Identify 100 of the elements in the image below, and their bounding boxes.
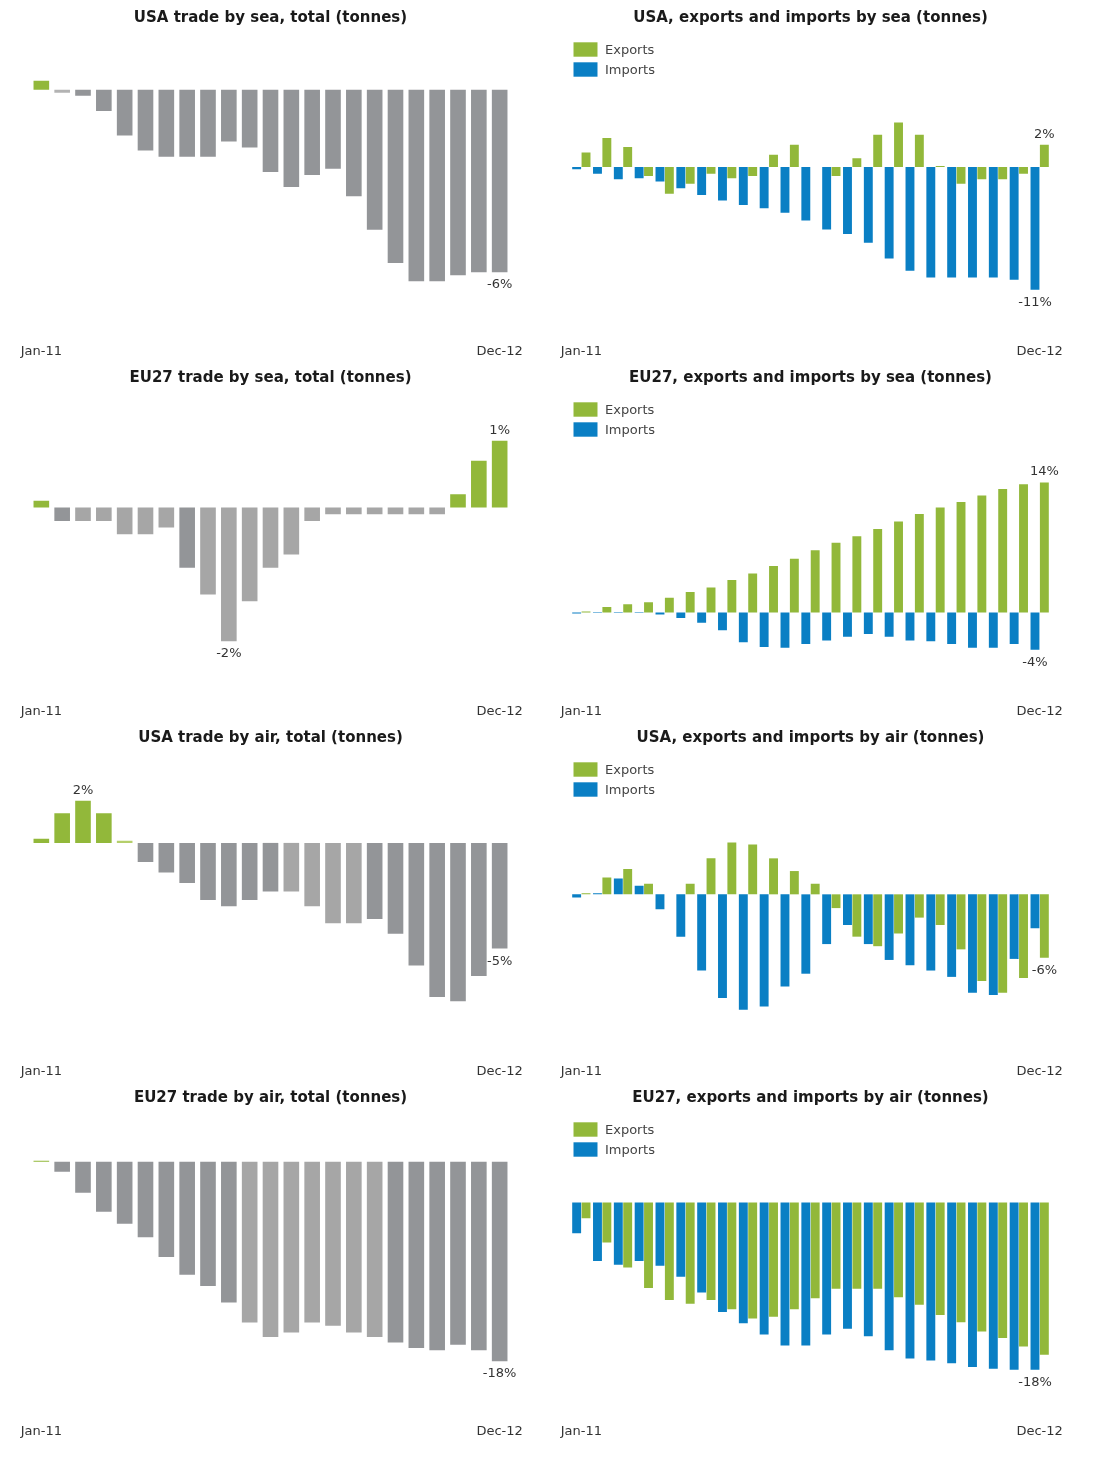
- bar: [843, 612, 852, 637]
- bar: [801, 612, 811, 645]
- bar: [884, 167, 894, 259]
- bar: [179, 507, 195, 568]
- bar: [748, 573, 758, 613]
- legend-label: Imports: [605, 1141, 655, 1157]
- bar: [968, 167, 977, 278]
- x-tick-label: Dec-12: [476, 702, 523, 718]
- bar: [769, 566, 778, 613]
- bar: [884, 894, 894, 960]
- bar: [852, 894, 862, 937]
- bar: [179, 842, 195, 884]
- data-label: -18%: [482, 1365, 517, 1381]
- bar: [810, 550, 820, 613]
- bar: [759, 612, 769, 647]
- data-label: -5%: [487, 952, 513, 968]
- chart-title: USA trade by sea, total (tonnes): [133, 7, 408, 26]
- bar: [676, 894, 686, 937]
- bar: [977, 894, 987, 982]
- bar: [408, 842, 425, 966]
- bar: [200, 842, 216, 900]
- bar: [262, 842, 279, 892]
- bar: [852, 158, 862, 168]
- bar: [304, 842, 320, 907]
- bar: [914, 894, 924, 918]
- bar: [623, 604, 633, 613]
- bar: [1039, 894, 1049, 958]
- bar: [822, 612, 832, 641]
- bar: [780, 167, 790, 213]
- bar: [158, 842, 175, 873]
- bar: [748, 844, 758, 895]
- bar: [623, 868, 633, 895]
- bar: [241, 507, 258, 602]
- bar: [54, 507, 70, 521]
- bar: [137, 842, 154, 862]
- bar: [873, 894, 883, 947]
- bar: [304, 507, 320, 521]
- x-tick-label: Dec-12: [1016, 1062, 1063, 1078]
- bar: [137, 507, 154, 535]
- bar: [1019, 894, 1028, 978]
- bar: [283, 842, 300, 892]
- legend-label: Exports: [605, 761, 655, 777]
- bar: [602, 877, 612, 895]
- data-label: -6%: [487, 276, 513, 292]
- bar: [33, 500, 50, 508]
- bar: [706, 167, 716, 174]
- bar: [1019, 484, 1028, 613]
- bar: [988, 167, 998, 278]
- bar: [429, 842, 445, 998]
- bar: [491, 842, 508, 949]
- x-tick-label: Dec-12: [476, 1062, 523, 1078]
- bar: [831, 542, 841, 613]
- bar: [491, 440, 508, 508]
- bar: [697, 612, 707, 623]
- bar: [748, 167, 758, 176]
- chart-title: EU27 trade by sea, total (tonnes): [129, 367, 412, 386]
- x-tick-label: Dec-12: [476, 1422, 523, 1438]
- bar: [998, 894, 1008, 993]
- bar: [873, 528, 883, 613]
- bar: [697, 894, 707, 971]
- x-tick-label: Jan-11: [19, 342, 62, 358]
- data-label: -2%: [216, 645, 242, 661]
- bar: [325, 842, 341, 924]
- chart-title: EU27, exports and imports by air (tonnes): [632, 1087, 989, 1106]
- chart-title: USA trade by air, total (tonnes): [138, 727, 403, 746]
- bar: [387, 842, 404, 934]
- bar: [727, 167, 737, 179]
- bar: [831, 894, 841, 909]
- bar: [1030, 167, 1040, 290]
- bar: [935, 894, 945, 926]
- bar: [884, 612, 894, 637]
- bar: [789, 871, 799, 895]
- bar: [634, 885, 644, 895]
- bar: [366, 842, 383, 919]
- x-tick-label: Jan-11: [19, 702, 62, 718]
- bar: [572, 167, 582, 170]
- bar: [1009, 894, 1019, 959]
- chart-title: EU27, exports and imports by sea (tonnes): [629, 367, 992, 386]
- bar: [769, 154, 778, 168]
- bar: [977, 167, 987, 180]
- bar: [810, 883, 820, 895]
- bar: [158, 507, 175, 528]
- bar: [956, 894, 966, 950]
- bar: [738, 612, 748, 643]
- bar: [914, 514, 924, 613]
- bar: [926, 167, 936, 278]
- bar: [450, 494, 466, 508]
- bar: [1009, 167, 1019, 280]
- bar: [685, 167, 695, 184]
- bar: [116, 507, 133, 535]
- bar: [644, 602, 653, 613]
- x-tick-label: Dec-12: [1016, 342, 1063, 358]
- bar: [200, 507, 216, 595]
- bar: [1039, 144, 1049, 168]
- bar: [977, 495, 987, 613]
- bar: [644, 167, 653, 176]
- x-tick-label: Dec-12: [1016, 702, 1063, 718]
- bar: [346, 507, 362, 515]
- legend-label: Imports: [605, 421, 655, 437]
- bar: [947, 167, 957, 278]
